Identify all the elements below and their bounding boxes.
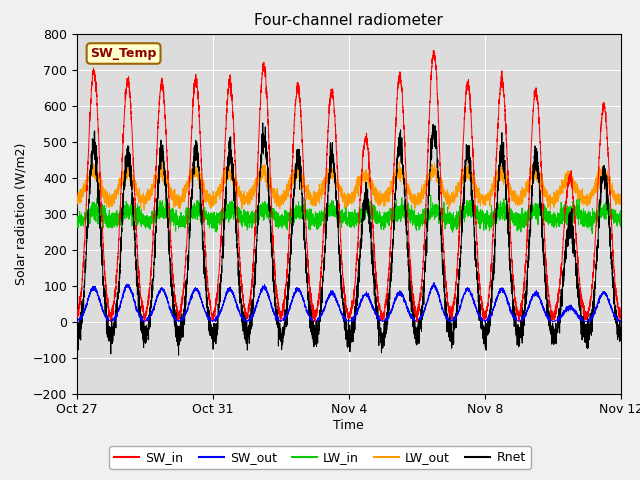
- Y-axis label: Solar radiation (W/m2): Solar radiation (W/m2): [14, 143, 27, 285]
- Text: SW_Temp: SW_Temp: [90, 47, 157, 60]
- Legend: SW_in, SW_out, LW_in, LW_out, Rnet: SW_in, SW_out, LW_in, LW_out, Rnet: [109, 446, 531, 469]
- Title: Four-channel radiometer: Four-channel radiometer: [254, 13, 444, 28]
- X-axis label: Time: Time: [333, 419, 364, 432]
